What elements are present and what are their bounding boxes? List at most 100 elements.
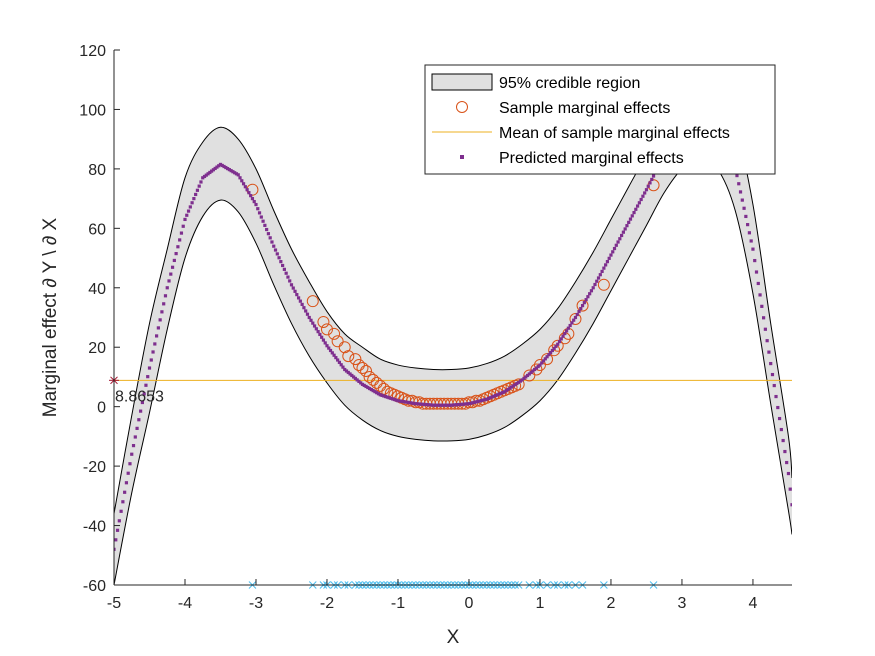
predicted-point — [305, 312, 310, 316]
predicted-point — [312, 324, 317, 328]
predicted-point — [777, 416, 782, 421]
predicted-point — [288, 279, 292, 283]
predicted-point — [520, 378, 524, 382]
predicted-point — [259, 215, 263, 219]
predicted-point — [440, 403, 444, 407]
predicted-point — [740, 198, 744, 202]
predicted-point — [783, 449, 787, 454]
predicted-point — [776, 405, 780, 410]
predicted-point — [231, 170, 235, 174]
predicted-point — [598, 273, 602, 277]
predicted-point — [250, 197, 255, 201]
predicted-point — [651, 174, 656, 178]
predicted-point — [753, 258, 757, 263]
predicted-point — [586, 295, 590, 299]
predicted-point — [353, 376, 357, 381]
predicted-point — [210, 169, 214, 173]
predicted-point — [399, 399, 404, 403]
predicted-point — [375, 391, 379, 395]
sample-marker — [320, 323, 333, 336]
predicted-point — [614, 243, 618, 247]
predicted-point — [367, 386, 372, 391]
predicted-point — [746, 223, 750, 227]
predicted-point — [573, 315, 578, 320]
predicted-point — [623, 227, 627, 231]
sample-marker — [352, 359, 365, 372]
y-tick-label: 40 — [88, 281, 106, 298]
predicted-point — [249, 194, 253, 198]
sample-marker — [360, 365, 373, 377]
predicted-point — [572, 318, 576, 322]
predicted-point — [472, 400, 476, 404]
predicted-point — [738, 190, 743, 194]
predicted-point — [234, 172, 239, 176]
predicted-point — [639, 197, 643, 202]
predicted-point — [195, 188, 200, 192]
predicted-point — [382, 394, 386, 398]
y-tick-label: 100 — [79, 102, 106, 119]
sample-marker — [317, 315, 330, 328]
predicted-point — [462, 402, 466, 406]
legend-swatch-band — [431, 73, 493, 91]
predicted-point — [359, 381, 363, 385]
predicted-point — [431, 403, 436, 407]
predicted-point — [765, 339, 769, 343]
predicted-point — [206, 172, 210, 176]
predicted-point — [485, 397, 489, 401]
predicted-point — [458, 402, 462, 407]
predicted-point — [625, 224, 629, 228]
predicted-point — [518, 379, 523, 383]
predicted-point — [149, 358, 153, 362]
predicted-point — [749, 239, 753, 243]
predicted-point — [183, 217, 187, 222]
predicted-point — [146, 375, 150, 379]
sample-marker — [331, 335, 344, 348]
predicted-point — [332, 353, 336, 357]
x-tick-label: -3 — [249, 595, 263, 612]
predicted-point — [318, 332, 322, 337]
predicted-point — [426, 403, 430, 407]
legend: 95% credible region Sample marginal effec… — [424, 64, 776, 175]
y-tick-label: -40 — [83, 519, 106, 536]
predicted-point — [630, 214, 634, 218]
predicted-point — [449, 403, 453, 407]
predicted-point — [424, 402, 428, 407]
predicted-point — [337, 360, 342, 364]
predicted-point — [492, 394, 496, 398]
sample-marker — [374, 379, 387, 392]
x-tick-label: -4 — [178, 595, 192, 612]
predicted-point — [117, 519, 121, 523]
predicted-point — [241, 182, 246, 186]
predicted-point — [618, 237, 622, 241]
predicted-point — [174, 251, 178, 256]
y-tick-label: 0 — [97, 400, 106, 417]
predicted-point — [165, 286, 169, 290]
predicted-point — [380, 393, 384, 397]
predicted-point — [497, 392, 501, 396]
predicted-point — [373, 390, 377, 394]
predicted-point — [295, 293, 299, 297]
predicted-point — [582, 301, 586, 305]
predicted-point — [779, 427, 783, 432]
predicted-point — [504, 389, 508, 393]
predicted-point — [334, 356, 338, 360]
predicted-point — [788, 487, 792, 491]
predicted-point — [414, 402, 418, 406]
predicted-point — [577, 309, 581, 314]
predicted-point — [417, 402, 421, 406]
predicted-point — [291, 286, 295, 290]
y-tick-label: 20 — [88, 340, 106, 357]
predicted-point — [589, 289, 594, 293]
predicted-point — [454, 403, 459, 407]
predicted-point — [279, 260, 283, 264]
predicted-point — [403, 400, 407, 404]
predicted-point — [320, 335, 324, 339]
y-axis-title: Marginal effect ∂ Y \ ∂ X — [40, 217, 61, 417]
predicted-point — [545, 355, 549, 359]
predicted-point — [339, 363, 343, 367]
predicted-point — [540, 361, 544, 365]
predicted-point — [115, 528, 120, 532]
predicted-point — [541, 359, 546, 363]
predicted-point — [383, 394, 388, 399]
predicted-point — [476, 399, 480, 404]
